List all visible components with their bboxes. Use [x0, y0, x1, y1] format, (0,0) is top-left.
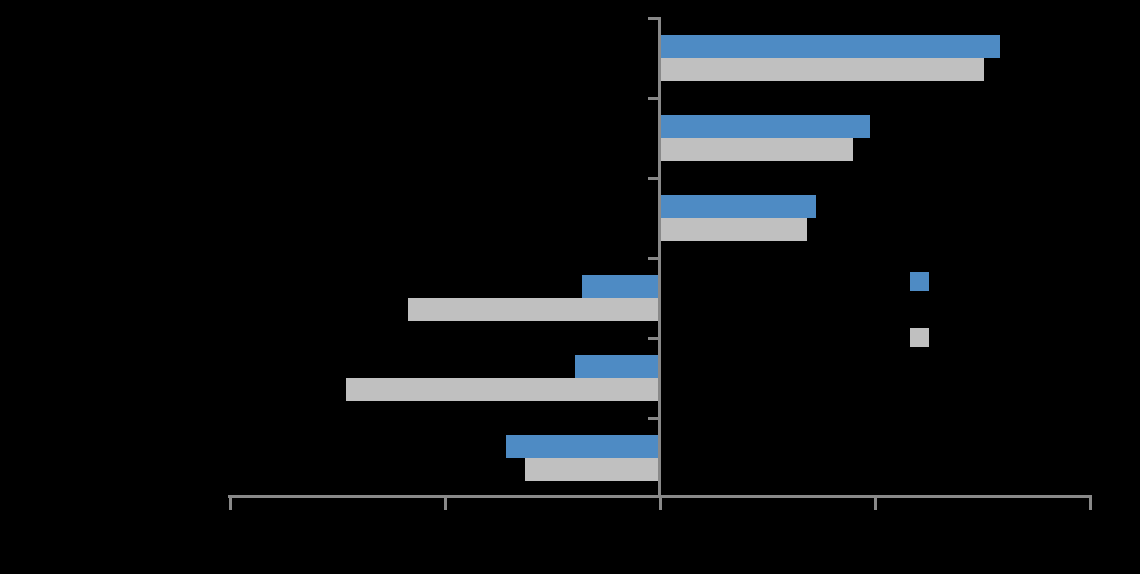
x-axis-tick-0 [229, 495, 232, 510]
bar-series-2-gray-group-2 [661, 138, 853, 161]
bar-series-1-blue-group-2 [661, 115, 870, 138]
x-axis-tick-3 [874, 495, 877, 510]
x-axis-tick-1 [444, 495, 447, 510]
y-axis-line [658, 17, 661, 498]
bar-series-2-gray-group-6 [525, 458, 658, 481]
legend-swatch-series-1-blue [910, 272, 929, 291]
bar-series-2-gray-group-3 [661, 218, 807, 241]
bar-series-2-gray-group-1 [661, 58, 984, 81]
bar-series-1-blue-group-3 [661, 195, 816, 218]
y-axis-tick-2 [648, 177, 658, 180]
bar-series-1-blue-group-4 [582, 275, 658, 298]
x-axis-tick-2 [659, 495, 662, 510]
bar-series-1-blue-group-1 [661, 35, 1000, 58]
y-axis-tick-3 [648, 257, 658, 260]
y-axis-tick-5 [648, 417, 658, 420]
legend-swatch-series-2-gray [910, 328, 929, 347]
y-axis-tick-0 [648, 17, 658, 20]
bar-series-2-gray-group-4 [408, 298, 658, 321]
bar-series-1-blue-group-6 [506, 435, 658, 458]
y-axis-tick-4 [648, 337, 658, 340]
bar-series-1-blue-group-5 [575, 355, 658, 378]
x-axis-tick-4 [1089, 495, 1092, 510]
y-axis-tick-1 [648, 97, 658, 100]
bar-series-2-gray-group-5 [346, 378, 658, 401]
